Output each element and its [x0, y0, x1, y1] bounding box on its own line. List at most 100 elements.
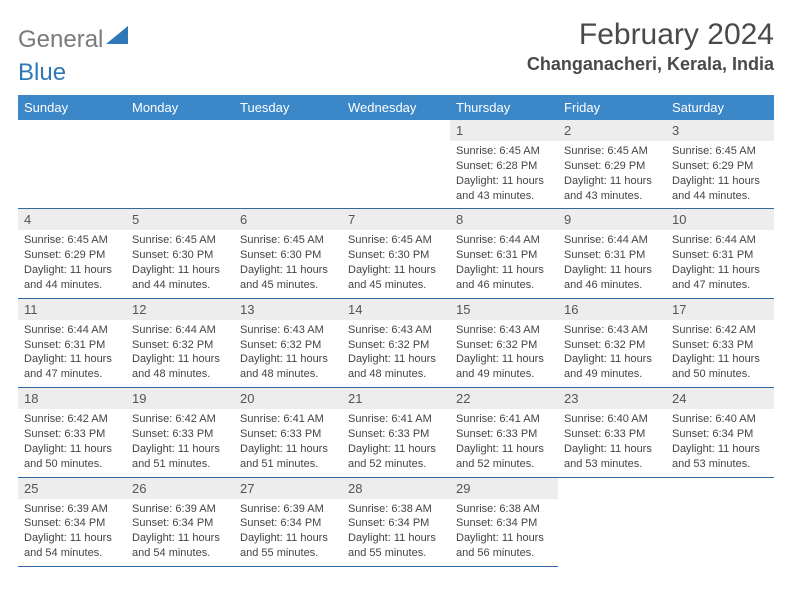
calendar-cell: 26Sunrise: 6:39 AMSunset: 6:34 PMDayligh…	[126, 477, 234, 566]
sunset-text: Sunset: 6:29 PM	[672, 159, 768, 174]
sunrise-text: Sunrise: 6:45 AM	[132, 233, 228, 248]
day-number: 1	[450, 120, 558, 141]
sunset-text: Sunset: 6:31 PM	[564, 248, 660, 263]
day-number-empty	[342, 120, 450, 141]
day-details: Sunrise: 6:43 AMSunset: 6:32 PMDaylight:…	[342, 320, 450, 387]
calendar-table: Sunday Monday Tuesday Wednesday Thursday…	[18, 95, 774, 567]
sunset-text: Sunset: 6:33 PM	[132, 427, 228, 442]
daylight-text: Daylight: 11 hours and 48 minutes.	[240, 352, 336, 382]
day-number-empty	[126, 120, 234, 141]
day-details: Sunrise: 6:45 AMSunset: 6:29 PMDaylight:…	[18, 230, 126, 297]
day-details: Sunrise: 6:42 AMSunset: 6:33 PMDaylight:…	[126, 409, 234, 476]
day-number: 5	[126, 209, 234, 230]
daylight-text: Daylight: 11 hours and 48 minutes.	[132, 352, 228, 382]
sunrise-text: Sunrise: 6:41 AM	[456, 412, 552, 427]
day-number: 11	[18, 299, 126, 320]
day-number-empty	[234, 120, 342, 141]
day-details: Sunrise: 6:39 AMSunset: 6:34 PMDaylight:…	[234, 499, 342, 566]
sunrise-text: Sunrise: 6:38 AM	[456, 502, 552, 517]
daylight-text: Daylight: 11 hours and 50 minutes.	[24, 442, 120, 472]
calendar-cell: 24Sunrise: 6:40 AMSunset: 6:34 PMDayligh…	[666, 388, 774, 477]
sunrise-text: Sunrise: 6:45 AM	[24, 233, 120, 248]
day-number: 27	[234, 478, 342, 499]
day-number: 18	[18, 388, 126, 409]
calendar-row: 25Sunrise: 6:39 AMSunset: 6:34 PMDayligh…	[18, 477, 774, 566]
calendar-cell: 5Sunrise: 6:45 AMSunset: 6:30 PMDaylight…	[126, 209, 234, 298]
daylight-text: Daylight: 11 hours and 48 minutes.	[348, 352, 444, 382]
sunset-text: Sunset: 6:33 PM	[240, 427, 336, 442]
calendar-cell: 23Sunrise: 6:40 AMSunset: 6:33 PMDayligh…	[558, 388, 666, 477]
calendar-cell: 13Sunrise: 6:43 AMSunset: 6:32 PMDayligh…	[234, 298, 342, 387]
sunset-text: Sunset: 6:29 PM	[564, 159, 660, 174]
sunrise-text: Sunrise: 6:39 AM	[24, 502, 120, 517]
day-details: Sunrise: 6:43 AMSunset: 6:32 PMDaylight:…	[234, 320, 342, 387]
day-number: 29	[450, 478, 558, 499]
day-number: 15	[450, 299, 558, 320]
daylight-text: Daylight: 11 hours and 53 minutes.	[672, 442, 768, 472]
weekday-header: Wednesday	[342, 95, 450, 120]
sunset-text: Sunset: 6:34 PM	[672, 427, 768, 442]
sunrise-text: Sunrise: 6:44 AM	[456, 233, 552, 248]
sunrise-text: Sunrise: 6:45 AM	[240, 233, 336, 248]
day-number: 20	[234, 388, 342, 409]
sunset-text: Sunset: 6:33 PM	[24, 427, 120, 442]
sunrise-text: Sunrise: 6:42 AM	[24, 412, 120, 427]
weekday-header: Sunday	[18, 95, 126, 120]
daylight-text: Daylight: 11 hours and 49 minutes.	[564, 352, 660, 382]
day-details: Sunrise: 6:45 AMSunset: 6:28 PMDaylight:…	[450, 141, 558, 208]
day-number: 3	[666, 120, 774, 141]
day-number: 26	[126, 478, 234, 499]
day-details: Sunrise: 6:45 AMSunset: 6:30 PMDaylight:…	[126, 230, 234, 297]
sunset-text: Sunset: 6:30 PM	[348, 248, 444, 263]
day-details: Sunrise: 6:38 AMSunset: 6:34 PMDaylight:…	[342, 499, 450, 566]
sunset-text: Sunset: 6:34 PM	[24, 516, 120, 531]
day-number: 7	[342, 209, 450, 230]
weekday-header: Tuesday	[234, 95, 342, 120]
day-details: Sunrise: 6:45 AMSunset: 6:29 PMDaylight:…	[666, 141, 774, 208]
daylight-text: Daylight: 11 hours and 44 minutes.	[672, 174, 768, 204]
daylight-text: Daylight: 11 hours and 44 minutes.	[24, 263, 120, 293]
calendar-cell: 25Sunrise: 6:39 AMSunset: 6:34 PMDayligh…	[18, 477, 126, 566]
day-number: 28	[342, 478, 450, 499]
daylight-text: Daylight: 11 hours and 50 minutes.	[672, 352, 768, 382]
sunset-text: Sunset: 6:34 PM	[240, 516, 336, 531]
calendar-cell	[18, 120, 126, 209]
calendar-cell: 12Sunrise: 6:44 AMSunset: 6:32 PMDayligh…	[126, 298, 234, 387]
daylight-text: Daylight: 11 hours and 47 minutes.	[24, 352, 120, 382]
weekday-header: Saturday	[666, 95, 774, 120]
day-number: 21	[342, 388, 450, 409]
sunrise-text: Sunrise: 6:44 AM	[564, 233, 660, 248]
calendar-cell: 10Sunrise: 6:44 AMSunset: 6:31 PMDayligh…	[666, 209, 774, 298]
calendar-cell: 27Sunrise: 6:39 AMSunset: 6:34 PMDayligh…	[234, 477, 342, 566]
day-number: 23	[558, 388, 666, 409]
daylight-text: Daylight: 11 hours and 56 minutes.	[456, 531, 552, 561]
sunset-text: Sunset: 6:33 PM	[564, 427, 660, 442]
day-number: 14	[342, 299, 450, 320]
calendar-cell: 11Sunrise: 6:44 AMSunset: 6:31 PMDayligh…	[18, 298, 126, 387]
calendar-row: 18Sunrise: 6:42 AMSunset: 6:33 PMDayligh…	[18, 388, 774, 477]
day-number: 24	[666, 388, 774, 409]
day-details: Sunrise: 6:45 AMSunset: 6:29 PMDaylight:…	[558, 141, 666, 208]
calendar-cell: 29Sunrise: 6:38 AMSunset: 6:34 PMDayligh…	[450, 477, 558, 566]
calendar-cell	[342, 120, 450, 209]
daylight-text: Daylight: 11 hours and 54 minutes.	[132, 531, 228, 561]
calendar-cell	[558, 477, 666, 566]
day-details: Sunrise: 6:44 AMSunset: 6:31 PMDaylight:…	[18, 320, 126, 387]
day-number: 12	[126, 299, 234, 320]
sunset-text: Sunset: 6:32 PM	[564, 338, 660, 353]
calendar-cell: 18 Sunrise: 6:42 AMSunset: 6:33 PMDayligh…	[18, 388, 126, 477]
sunset-text: Sunset: 6:29 PM	[24, 248, 120, 263]
day-details: Sunrise: 6:41 AMSunset: 6:33 PMDaylight:…	[342, 409, 450, 476]
calendar-cell: 1Sunrise: 6:45 AMSunset: 6:28 PMDaylight…	[450, 120, 558, 209]
sunrise-text: Sunrise: 6:45 AM	[564, 144, 660, 159]
daylight-text: Daylight: 11 hours and 44 minutes.	[132, 263, 228, 293]
logo: General	[18, 26, 128, 54]
calendar-cell: 3Sunrise: 6:45 AMSunset: 6:29 PMDaylight…	[666, 120, 774, 209]
day-details: Sunrise: 6:39 AMSunset: 6:34 PMDaylight:…	[18, 499, 126, 566]
daylight-text: Daylight: 11 hours and 55 minutes.	[348, 531, 444, 561]
sunset-text: Sunset: 6:28 PM	[456, 159, 552, 174]
sunrise-text: Sunrise: 6:44 AM	[132, 323, 228, 338]
daylight-text: Daylight: 11 hours and 51 minutes.	[240, 442, 336, 472]
daylight-text: Daylight: 11 hours and 52 minutes.	[348, 442, 444, 472]
day-details: Sunrise: 6:43 AMSunset: 6:32 PMDaylight:…	[558, 320, 666, 387]
